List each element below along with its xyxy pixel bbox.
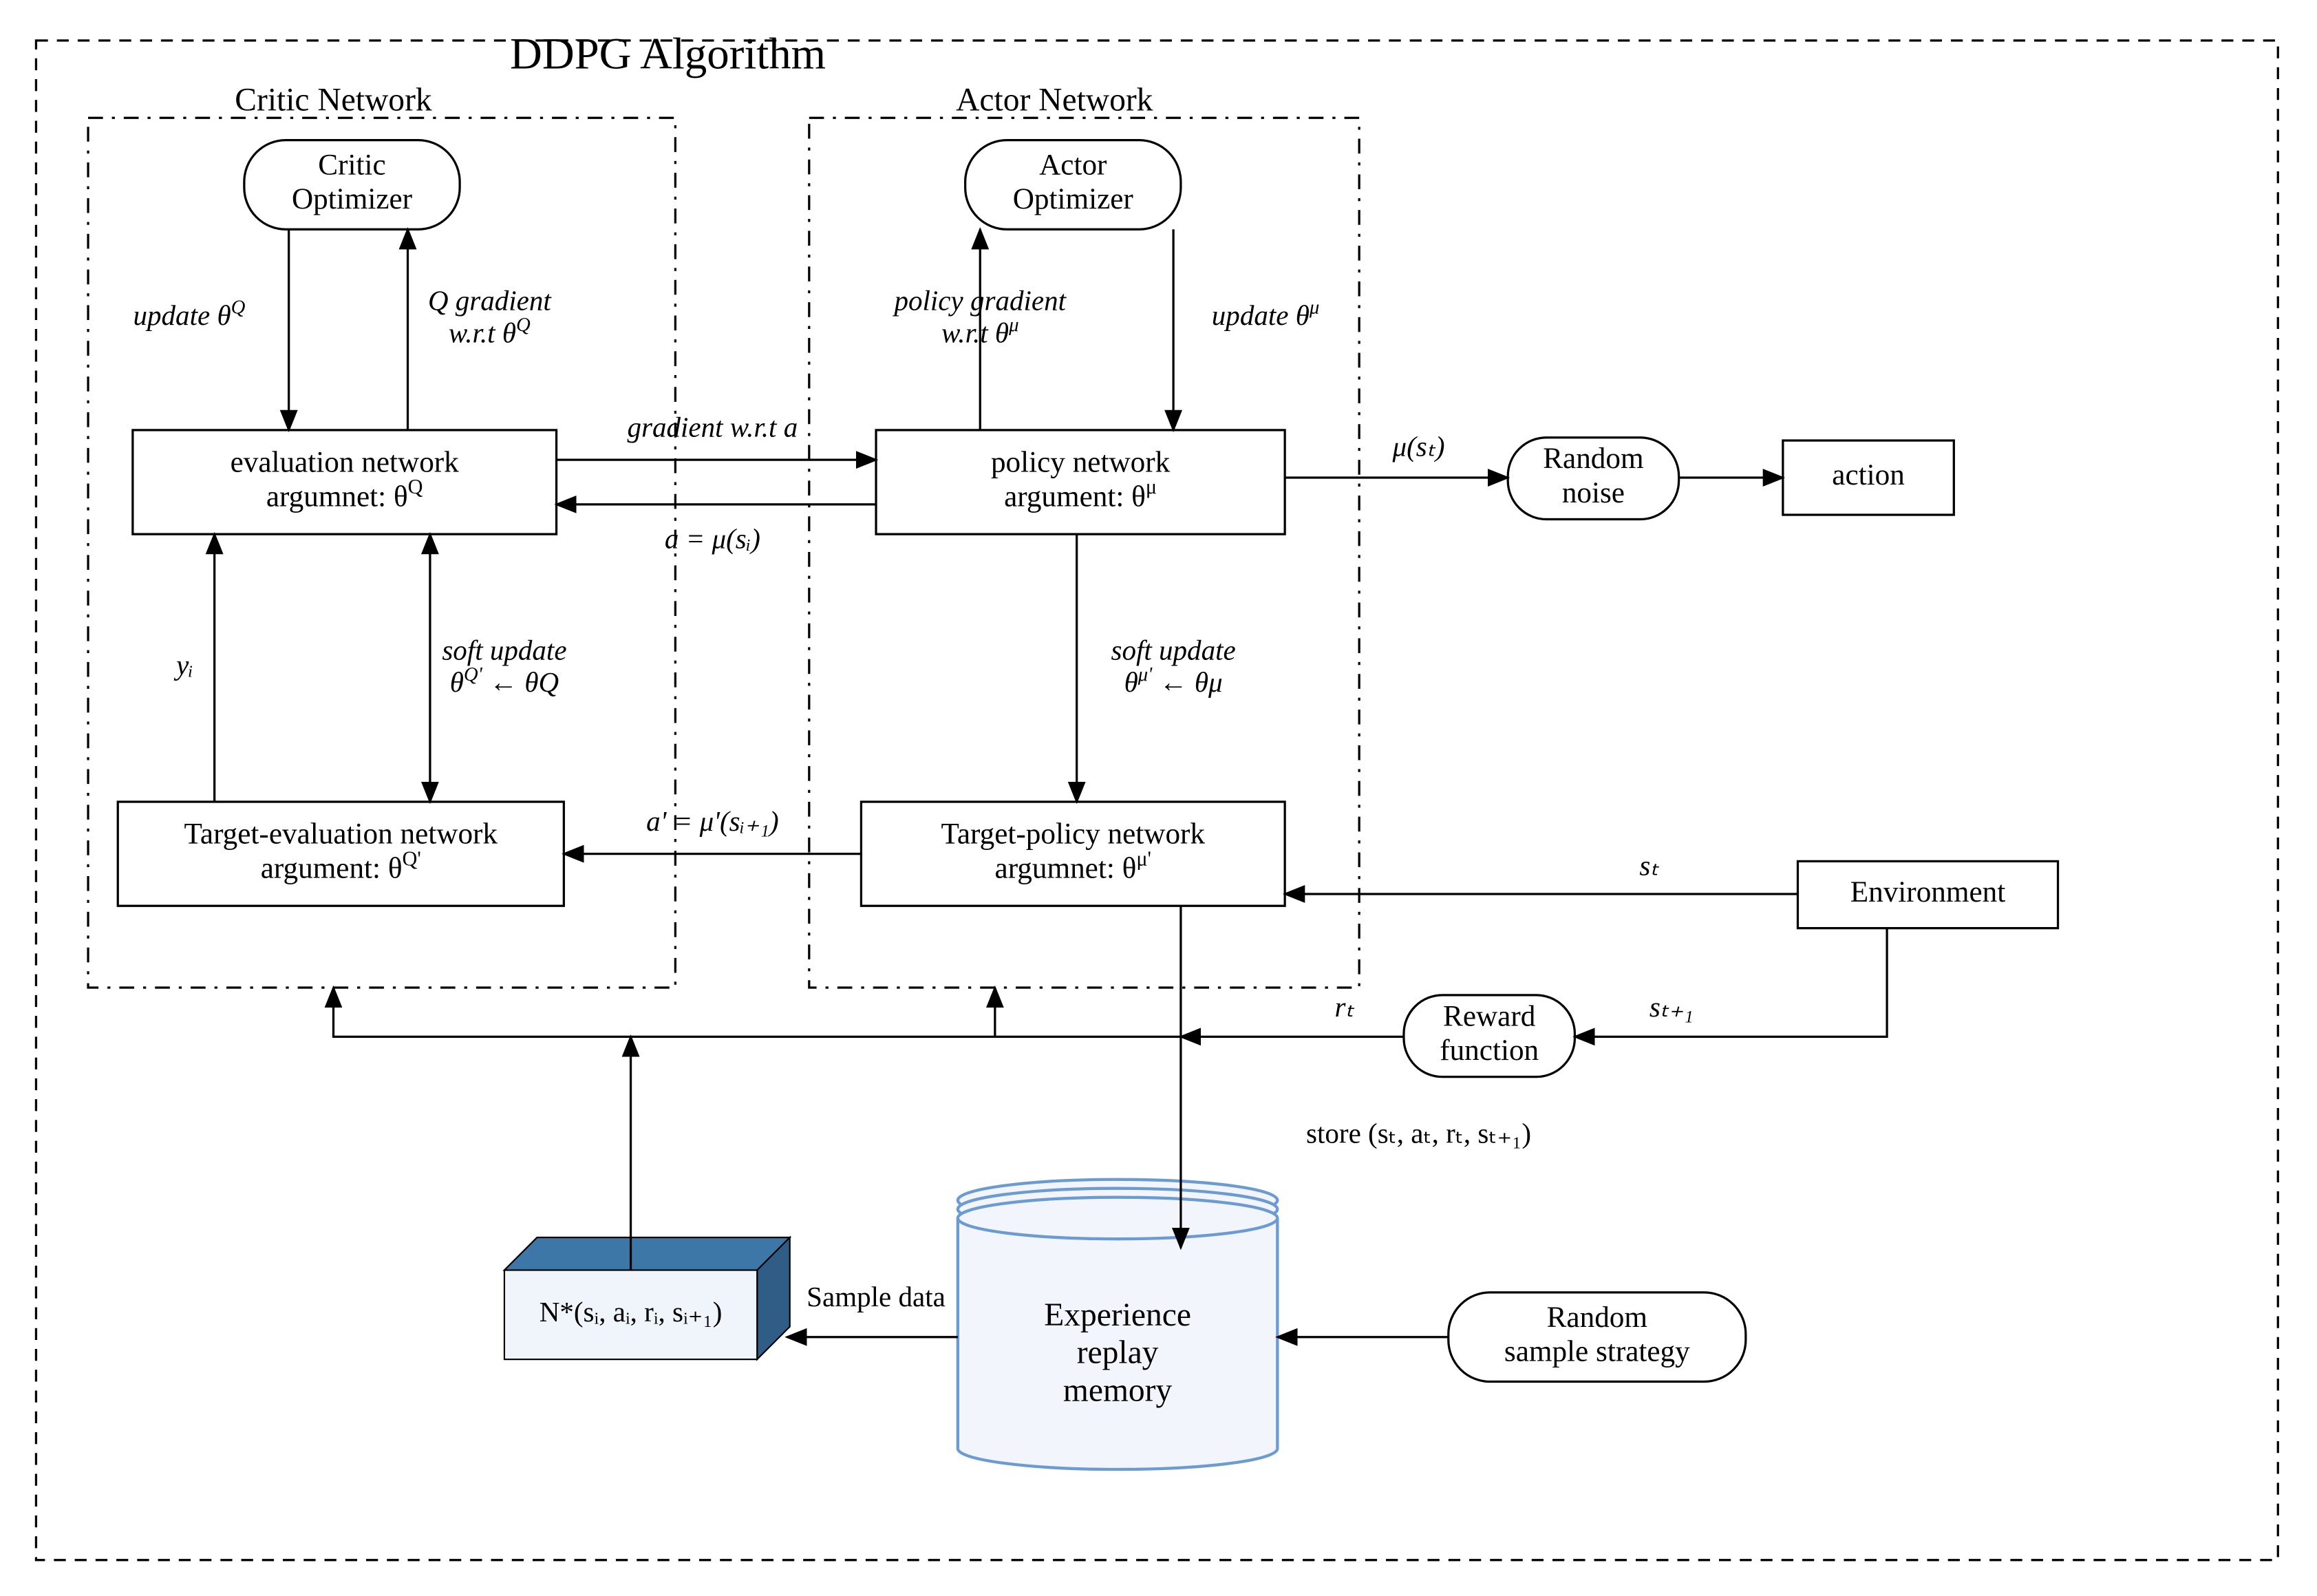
svg-text:soft update: soft update	[1111, 634, 1235, 666]
svg-text:a = μ(sᵢ): a = μ(sᵢ)	[665, 522, 760, 554]
svg-text:Target-evaluation network: Target-evaluation network	[184, 818, 498, 851]
svg-text:Environment: Environment	[1850, 876, 2006, 908]
svg-text:Critic Network: Critic Network	[235, 83, 432, 118]
svg-text:θQ' ← θQ: θQ' ← θQ	[450, 663, 559, 698]
svg-text:a' = μ'(sᵢ₊₁): a' = μ'(sᵢ₊₁)	[646, 805, 779, 837]
svg-text:soft update: soft update	[442, 634, 566, 666]
svg-text:Experience: Experience	[1044, 1297, 1191, 1333]
svg-text:Optimizer: Optimizer	[1013, 183, 1133, 215]
svg-text:w.r.t θQ: w.r.t θQ	[449, 314, 531, 349]
ddpg-diagram: DDPG Algorithm Critic Network Actor Networ…	[14, 14, 2303, 1582]
svg-text:Sample data: Sample data	[807, 1281, 946, 1312]
svg-text:Random: Random	[1543, 443, 1643, 475]
svg-text:policy network: policy network	[991, 447, 1171, 479]
svg-text:Actor: Actor	[1039, 149, 1107, 182]
svg-text:noise: noise	[1562, 477, 1625, 509]
svg-text:N*(sᵢ, aᵢ, rᵢ, sᵢ₊₁): N*(sᵢ, aᵢ, rᵢ, sᵢ₊₁)	[540, 1296, 723, 1328]
svg-text:Reward: Reward	[1443, 1000, 1536, 1032]
svg-text:store (sₜ, aₜ, rₜ, sₜ₊₁): store (sₜ, aₜ, rₜ, sₜ₊₁)	[1306, 1118, 1531, 1149]
svg-text:DDPG Algorithm: DDPG Algorithm	[510, 30, 826, 79]
svg-text:policy gradient: policy gradient	[892, 285, 1067, 317]
svg-text:evaluation network: evaluation network	[231, 447, 460, 479]
svg-text:replay: replay	[1077, 1335, 1159, 1371]
svg-text:sample strategy: sample strategy	[1504, 1335, 1690, 1368]
svg-text:Optimizer: Optimizer	[292, 183, 412, 215]
svg-text:Actor Network: Actor Network	[956, 83, 1153, 118]
svg-text:Target-policy network: Target-policy network	[941, 818, 1206, 851]
svg-text:argument: θQ': argument: θQ'	[261, 847, 421, 884]
svg-text:update θQ: update θQ	[134, 296, 246, 331]
svg-text:sₜ₊₁: sₜ₊₁	[1649, 991, 1694, 1023]
svg-text:memory: memory	[1063, 1372, 1173, 1408]
svg-text:yᵢ: yᵢ	[173, 649, 193, 681]
svg-text:θμ' ← θμ: θμ' ← θμ	[1124, 663, 1223, 698]
svg-text:sₜ: sₜ	[1639, 850, 1659, 882]
svg-text:μ(sₜ): μ(sₜ)	[1392, 430, 1445, 462]
svg-text:Q gradient: Q gradient	[428, 285, 553, 317]
svg-text:argumnet: θμ': argumnet: θμ'	[995, 847, 1151, 884]
svg-text:gradient w.r.t a: gradient w.r.t a	[628, 411, 798, 443]
svg-text:w.r.t θμ: w.r.t θμ	[941, 314, 1019, 349]
svg-text:Critic: Critic	[318, 149, 385, 182]
svg-text:argumnet: θQ: argumnet: θQ	[266, 475, 423, 513]
svg-text:argument: θμ: argument: θμ	[1004, 475, 1157, 513]
svg-text:Random: Random	[1547, 1301, 1647, 1334]
svg-text:update θμ: update θμ	[1212, 296, 1320, 331]
svg-text:rₜ: rₜ	[1335, 991, 1355, 1023]
svg-text:action: action	[1832, 459, 1905, 491]
svg-text:function: function	[1440, 1034, 1539, 1067]
